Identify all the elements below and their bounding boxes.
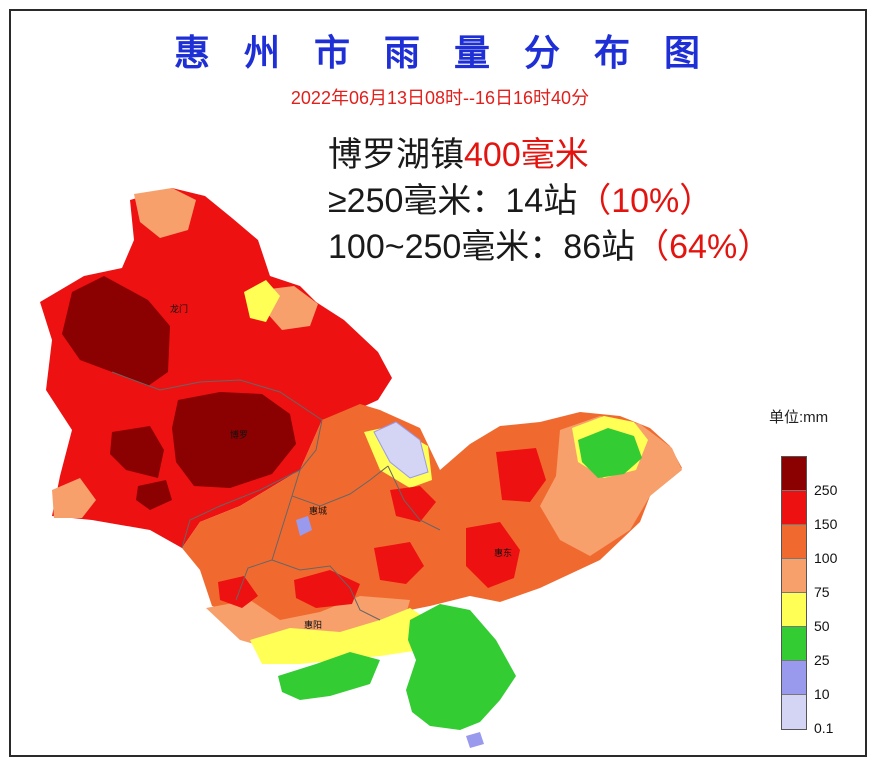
count-100: 100~250毫米：86站 (328, 228, 636, 266)
region-yellow-ne (244, 280, 280, 322)
pct-100: （64%） (635, 228, 772, 266)
map-title: 惠州市雨量分布图 (173, 32, 734, 74)
region-blue-coast (466, 732, 484, 748)
legend-unit: 单位:mm (769, 409, 829, 426)
region-light-orange-nw (134, 188, 196, 238)
region-yellow-south (250, 608, 432, 664)
label-longmen: 龙门 (170, 303, 188, 315)
region-red-mid (374, 542, 424, 584)
region-darkred-longmen (62, 276, 170, 386)
legend-swatch (782, 593, 806, 627)
legend-label: 0.1 (814, 720, 834, 736)
count-250: ≥250毫米：14站 (328, 182, 578, 220)
region-light-orange-east (540, 416, 682, 556)
district-boundary (111, 371, 441, 621)
legend-label: 50 (814, 618, 830, 634)
region-red-east (496, 448, 546, 502)
region-blue-huicheng (296, 516, 312, 536)
max-value: 400毫米 (464, 136, 589, 174)
region-blue-centre (373, 421, 429, 479)
region-red-huidong (466, 522, 520, 588)
legend-swatch (782, 559, 806, 593)
legend-label: 250 (814, 482, 838, 498)
label-huiyang: 惠阳 (304, 619, 322, 631)
legend-swatch (782, 627, 806, 661)
max-station: 博罗湖镇 (328, 136, 464, 174)
label-boluo: 博罗 (230, 429, 248, 441)
stats-100-line: 100~250毫米：86站（64%） (328, 224, 771, 270)
legend-label: 75 (814, 584, 830, 600)
label-huicheng: 惠城 (309, 505, 327, 517)
legend-swatch (782, 457, 806, 491)
legend-label: 100 (814, 550, 838, 566)
legend-label: 10 (814, 686, 830, 702)
pct-250: （10%） (577, 182, 714, 220)
region-red-sw (218, 576, 258, 608)
stats-max-line: 博罗湖镇400毫米 (328, 132, 771, 178)
region-darkred-sw (136, 480, 172, 510)
region-red-huiyang (294, 570, 360, 608)
legend-colorbar (781, 456, 807, 730)
rain-stats: 博罗湖镇400毫米 ≥250毫米：14站（10%） 100~250毫米：86站（… (328, 132, 771, 270)
region-green-south (406, 604, 516, 730)
label-huidong: 惠东 (494, 547, 512, 559)
map-subtitle: 2022年06月13日08时--16日16时40分 (290, 88, 590, 108)
region-green-east (578, 428, 642, 478)
legend-label: 25 (814, 652, 830, 668)
legend-label: 150 (814, 516, 838, 532)
legend-swatch (782, 525, 806, 559)
region-darkred-west (110, 426, 164, 478)
stats-250-line: ≥250毫米：14站（10%） (328, 178, 771, 224)
legend-swatch (782, 695, 806, 729)
region-light-orange-west (52, 478, 96, 518)
legend-swatch (782, 661, 806, 695)
region-darkred-boluo (172, 392, 296, 488)
region-green-sw (278, 652, 380, 700)
legend-swatch (782, 491, 806, 525)
